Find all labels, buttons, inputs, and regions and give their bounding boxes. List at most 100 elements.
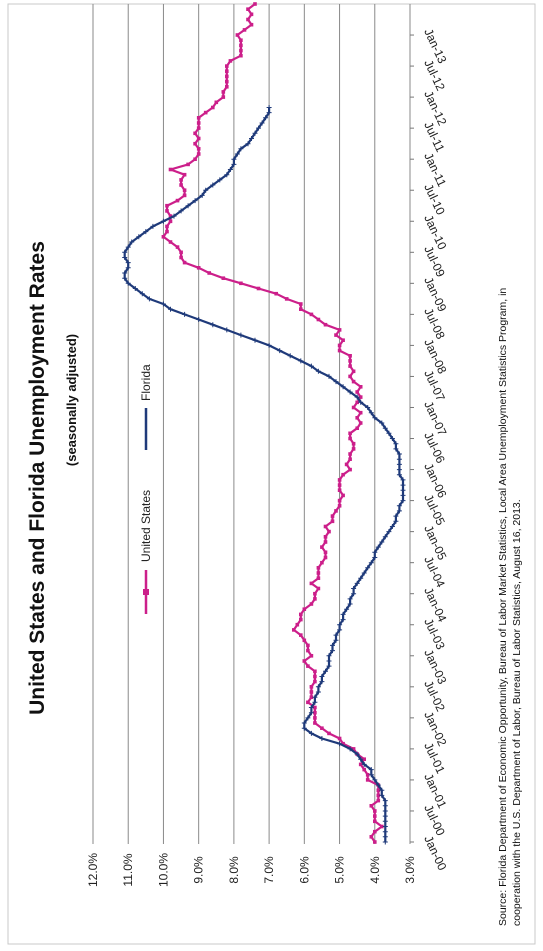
florida-point: [400, 498, 406, 504]
florida-point: [400, 477, 406, 483]
florida-point: [308, 363, 314, 369]
united-states-point: [165, 224, 169, 229]
united-states-point: [193, 131, 197, 136]
united-states-point: [337, 328, 342, 332]
florida-point: [224, 327, 230, 333]
united-states-point: [246, 17, 250, 22]
florida-point: [337, 627, 343, 633]
united-states-point: [161, 235, 166, 239]
florida-point: [315, 368, 321, 374]
florida-point: [393, 513, 399, 519]
florida-point: [372, 415, 378, 421]
united-states-point: [274, 291, 278, 296]
florida-point: [122, 275, 128, 281]
florida-point: [168, 306, 173, 312]
y-tick-label: 8.0%: [227, 856, 241, 884]
united-states-point: [348, 364, 352, 368]
florida-point: [361, 761, 367, 767]
florida-point: [326, 663, 332, 669]
united-states-point: [182, 172, 187, 177]
united-states-point: [239, 53, 243, 58]
united-states-point: [313, 705, 317, 710]
united-states-point: [351, 747, 356, 751]
united-states-point: [214, 100, 219, 105]
united-states-point: [313, 721, 317, 725]
florida-point: [238, 146, 244, 152]
united-states-point: [348, 374, 352, 379]
united-states-point: [351, 447, 356, 451]
united-states-point: [295, 622, 300, 627]
united-states-point: [337, 343, 342, 348]
united-states-point: [355, 416, 359, 420]
florida-point: [382, 818, 388, 824]
united-states-point: [242, 28, 247, 32]
source-line-2: cooperation with the U.S. Department of …: [511, 499, 523, 926]
united-states-point: [334, 333, 338, 337]
chart-title: United States and Florida Unemployment R…: [26, 241, 49, 715]
florida-point: [347, 389, 353, 395]
united-states-point: [358, 395, 363, 399]
united-states-point: [348, 359, 352, 363]
united-states-point: [323, 540, 328, 544]
y-tick-label: 11.0%: [121, 853, 135, 886]
florida-point: [400, 492, 406, 498]
florida-point: [344, 606, 350, 612]
united-states-point: [225, 74, 229, 79]
united-states-point: [358, 385, 363, 389]
united-states-point: [193, 157, 197, 161]
florida-point: [382, 813, 388, 819]
florida-point: [382, 798, 388, 804]
united-states-point: [313, 597, 317, 601]
united-states-point: [376, 788, 381, 793]
florida-point: [347, 746, 353, 752]
florida-point: [308, 730, 314, 736]
florida-point: [372, 549, 378, 555]
florida-point: [358, 575, 364, 581]
florida-point: [368, 767, 374, 773]
united-states-point: [373, 840, 377, 844]
united-states-point: [253, 2, 257, 6]
united-states-point: [348, 467, 352, 472]
united-states-point: [284, 297, 289, 301]
united-states-point: [228, 59, 233, 63]
united-states-point: [306, 664, 310, 668]
florida-point: [125, 280, 131, 286]
florida-point: [171, 213, 177, 219]
florida-point: [178, 208, 184, 214]
florida-point: [277, 348, 283, 354]
y-tick-label: 4.0%: [368, 856, 382, 884]
united-states-point: [323, 550, 328, 555]
united-states-point: [239, 43, 243, 48]
united-states-point: [196, 266, 201, 270]
united-states-point: [316, 586, 321, 591]
united-states-point: [355, 390, 359, 394]
florida-point: [136, 234, 142, 240]
florida-point: [326, 658, 332, 664]
florida-point: [358, 756, 364, 762]
florida-point: [337, 741, 343, 747]
florida-point: [382, 829, 388, 835]
florida-point: [210, 182, 216, 188]
y-axis-ticks: 3.0% 4.0% 5.0% 6.0% 7.0% 8.0% 9.0% 10.0% 11.0% 12…: [86, 853, 417, 887]
united-states-point: [182, 193, 187, 198]
united-states-point: [358, 421, 363, 425]
florida-point: [393, 446, 399, 452]
y-tick-label: 9.0%: [192, 856, 206, 884]
united-states-point: [351, 379, 356, 384]
united-states-point: [337, 483, 342, 487]
united-states-point: [179, 183, 183, 187]
florida-point: [358, 399, 364, 405]
united-states-point: [221, 90, 226, 94]
united-states-point: [302, 659, 307, 663]
florida-point: [393, 441, 399, 447]
florida-point: [389, 524, 395, 529]
united-states-point: [309, 602, 314, 606]
florida-point: [266, 110, 272, 116]
florida-point: [351, 591, 357, 597]
united-states-point: [313, 669, 317, 674]
florida-point: [192, 198, 198, 204]
united-states-point: [351, 369, 356, 374]
united-states-point: [358, 762, 363, 767]
united-states-point: [320, 545, 324, 549]
florida-point: [185, 203, 191, 209]
